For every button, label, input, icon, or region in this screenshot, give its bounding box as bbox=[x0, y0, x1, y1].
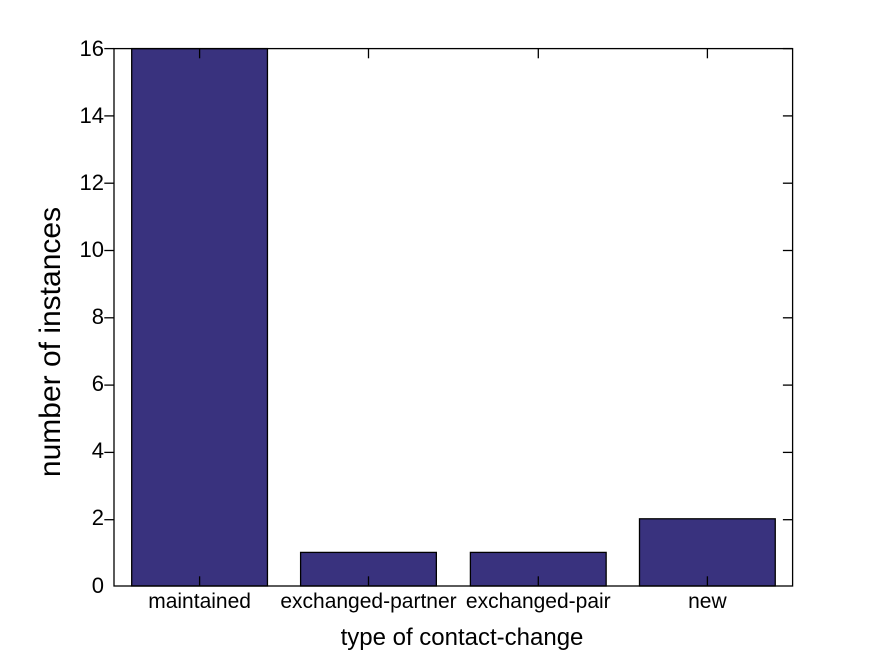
svg-text:8: 8 bbox=[92, 304, 104, 329]
svg-text:exchanged-partner: exchanged-partner bbox=[280, 590, 456, 613]
svg-text:2: 2 bbox=[92, 505, 104, 530]
svg-text:16: 16 bbox=[80, 36, 104, 61]
svg-text:6: 6 bbox=[92, 371, 104, 396]
svg-text:exchanged-pair: exchanged-pair bbox=[466, 590, 611, 613]
svg-text:10: 10 bbox=[80, 237, 104, 262]
svg-text:maintained: maintained bbox=[148, 590, 251, 613]
svg-text:4: 4 bbox=[92, 438, 104, 463]
svg-text:0: 0 bbox=[92, 573, 104, 598]
svg-text:type of contact-change: type of contact-change bbox=[341, 624, 584, 651]
svg-text:number of instances: number of instances bbox=[34, 207, 67, 477]
svg-text:14: 14 bbox=[80, 103, 104, 128]
svg-text:12: 12 bbox=[80, 170, 104, 195]
svg-text:new: new bbox=[688, 590, 727, 613]
